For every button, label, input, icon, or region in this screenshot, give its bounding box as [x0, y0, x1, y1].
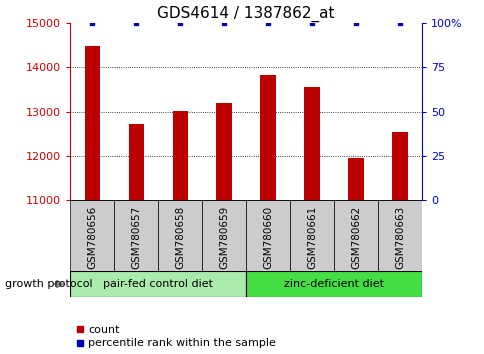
Text: GSM780658: GSM780658: [175, 206, 185, 269]
Text: GSM780660: GSM780660: [263, 206, 272, 269]
Bar: [128, 124, 144, 200]
Bar: [158, 200, 202, 271]
Legend: count, percentile rank within the sample: count, percentile rank within the sample: [76, 325, 275, 348]
Bar: [70, 200, 114, 271]
Title: GDS4614 / 1387862_at: GDS4614 / 1387862_at: [157, 5, 334, 22]
Bar: [245, 271, 421, 297]
Bar: [84, 46, 100, 200]
Bar: [392, 132, 407, 200]
Bar: [348, 159, 363, 200]
Text: growth protocol: growth protocol: [5, 279, 92, 289]
Text: GSM780661: GSM780661: [306, 206, 317, 269]
Text: GSM780659: GSM780659: [219, 206, 228, 269]
Text: GSM780656: GSM780656: [87, 206, 97, 269]
Bar: [70, 271, 245, 297]
Bar: [216, 103, 231, 200]
Text: pair-fed control diet: pair-fed control diet: [103, 279, 213, 289]
Text: GSM780662: GSM780662: [350, 206, 360, 269]
Bar: [260, 75, 275, 200]
Bar: [202, 200, 245, 271]
Bar: [377, 200, 421, 271]
Bar: [304, 87, 319, 200]
Text: GSM780663: GSM780663: [394, 206, 404, 269]
Text: GSM780657: GSM780657: [131, 206, 141, 269]
Text: zinc-deficient diet: zinc-deficient diet: [284, 279, 383, 289]
Bar: [333, 200, 377, 271]
Bar: [114, 200, 158, 271]
Bar: [172, 110, 187, 200]
Bar: [245, 200, 289, 271]
Bar: [289, 200, 333, 271]
